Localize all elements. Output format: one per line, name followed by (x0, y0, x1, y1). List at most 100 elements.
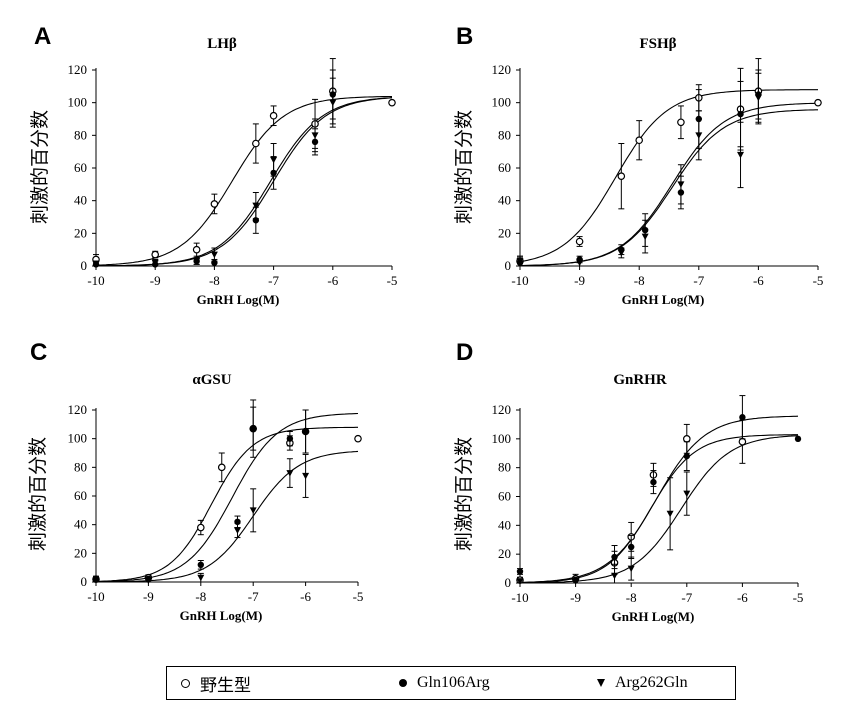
data-point-filled-circle (739, 414, 746, 421)
y-tick-label: 100 (492, 95, 512, 110)
x-tick-label: -6 (300, 589, 311, 604)
fit-curve (519, 109, 818, 267)
data-point-triangle (233, 527, 241, 534)
data-point-triangle (737, 151, 745, 159)
x-tick-label: -10 (87, 589, 104, 604)
x-tick-label: -5 (813, 273, 824, 288)
fit-curve (520, 435, 799, 584)
data-point-open-circle (388, 98, 396, 107)
y-tick-label: 0 (81, 574, 88, 589)
data-point-filled-circle (197, 561, 204, 568)
fit-curve (95, 412, 359, 583)
x-tick-label: -9 (574, 273, 585, 288)
y-tick-label: 0 (81, 258, 88, 273)
fit-curve (96, 97, 393, 267)
data-point-filled-circle (286, 435, 294, 442)
x-tick-label: -9 (570, 590, 581, 605)
y-tick-label: 60 (74, 160, 87, 175)
y-tick-label: 20 (498, 225, 511, 240)
y-tick-label: 80 (498, 127, 511, 142)
data-point-triangle (754, 94, 762, 102)
y-tick-label: 0 (505, 258, 512, 273)
data-point-triangle (611, 572, 619, 580)
x-tick-label: -6 (327, 273, 338, 288)
y-axis-label: 刺激的百分数 (453, 110, 475, 224)
legend-item-gln106arg: Gln106Arg (399, 667, 490, 699)
y-tick-label: 120 (492, 402, 512, 417)
data-point-triangle (641, 233, 649, 241)
data-point-open-circle (677, 118, 685, 127)
data-point-triangle (627, 565, 635, 573)
fit-curve (520, 434, 798, 584)
data-point-triangle (270, 156, 278, 164)
y-tick-label: 20 (74, 545, 87, 560)
y-tick-label: 40 (498, 517, 511, 532)
data-point-triangle (252, 202, 260, 210)
x-axis-label: GnRH Log(M) (180, 608, 263, 623)
filled-triangle-icon (597, 679, 605, 687)
y-tick-label: 100 (68, 431, 88, 446)
data-point-triangle (151, 259, 159, 267)
data-point-filled-circle (650, 478, 657, 486)
x-tick-label: -6 (737, 590, 748, 605)
x-tick-label: -10 (511, 273, 528, 288)
panel-title: FSHβ (639, 36, 676, 52)
data-point-open-circle (151, 250, 160, 259)
data-point-filled-circle (302, 428, 309, 435)
x-tick-label: -9 (150, 273, 161, 288)
data-point-filled-circle (250, 425, 257, 432)
y-tick-label: 120 (492, 62, 512, 77)
y-tick-label: 100 (68, 95, 88, 110)
panel-letter: A (34, 23, 51, 50)
x-tick-label: -7 (268, 273, 279, 288)
data-point-triangle (302, 472, 310, 480)
legend-label: 野生型 (200, 675, 251, 695)
y-tick-label: 0 (505, 575, 512, 590)
x-tick-label: -7 (693, 273, 704, 288)
panel-letter: D (456, 339, 473, 366)
data-point-triangle (286, 470, 294, 477)
data-point-open-circle (738, 437, 747, 446)
data-point-triangle (576, 259, 584, 267)
legend-box: 野生型 Gln106Arg Arg262Gln (166, 666, 736, 700)
fit-curve (96, 450, 359, 583)
data-point-open-circle (575, 237, 584, 246)
x-axis-label: GnRH Log(M) (197, 292, 280, 307)
x-axis-label: GnRH Log(M) (612, 609, 695, 624)
fit-curve (95, 426, 358, 582)
fit-curve (96, 97, 393, 267)
y-tick-label: 40 (498, 193, 511, 208)
y-tick-label: 60 (74, 488, 87, 503)
data-point-triangle (683, 490, 691, 498)
panel-letter: B (456, 23, 473, 50)
panel-title: GnRHR (613, 372, 667, 388)
data-point-triangle (92, 261, 100, 268)
data-point-triangle (210, 251, 218, 259)
data-point-open-circle (354, 434, 362, 443)
data-point-open-circle (617, 172, 626, 180)
x-tick-label: -10 (511, 590, 528, 605)
fit-curve (95, 95, 392, 266)
data-point-triangle (677, 181, 685, 188)
data-point-open-circle (635, 136, 644, 145)
data-point-open-circle (682, 435, 691, 443)
open-circle-icon (181, 678, 190, 688)
fit-curve (520, 102, 819, 267)
data-point-filled-circle (683, 452, 690, 460)
panel-letter: C (30, 339, 47, 366)
data-point-triangle (197, 574, 205, 582)
y-tick-label: 80 (498, 460, 511, 475)
data-point-filled-circle (628, 543, 635, 551)
data-point-open-circle (252, 139, 260, 148)
data-point-triangle (92, 577, 100, 585)
x-tick-label: -5 (793, 590, 804, 605)
y-tick-label: 60 (498, 489, 511, 504)
fit-curve (519, 415, 799, 583)
legend-item-arg262gln: Arg262Gln (597, 667, 688, 699)
y-tick-label: 100 (492, 431, 512, 446)
data-point-open-circle (197, 523, 205, 532)
y-axis-label: 刺激的百分数 (29, 110, 51, 224)
x-tick-label: -7 (248, 589, 259, 604)
legend-label: Gln106Arg (417, 674, 490, 691)
y-axis-label: 刺激的百分数 (453, 437, 475, 551)
